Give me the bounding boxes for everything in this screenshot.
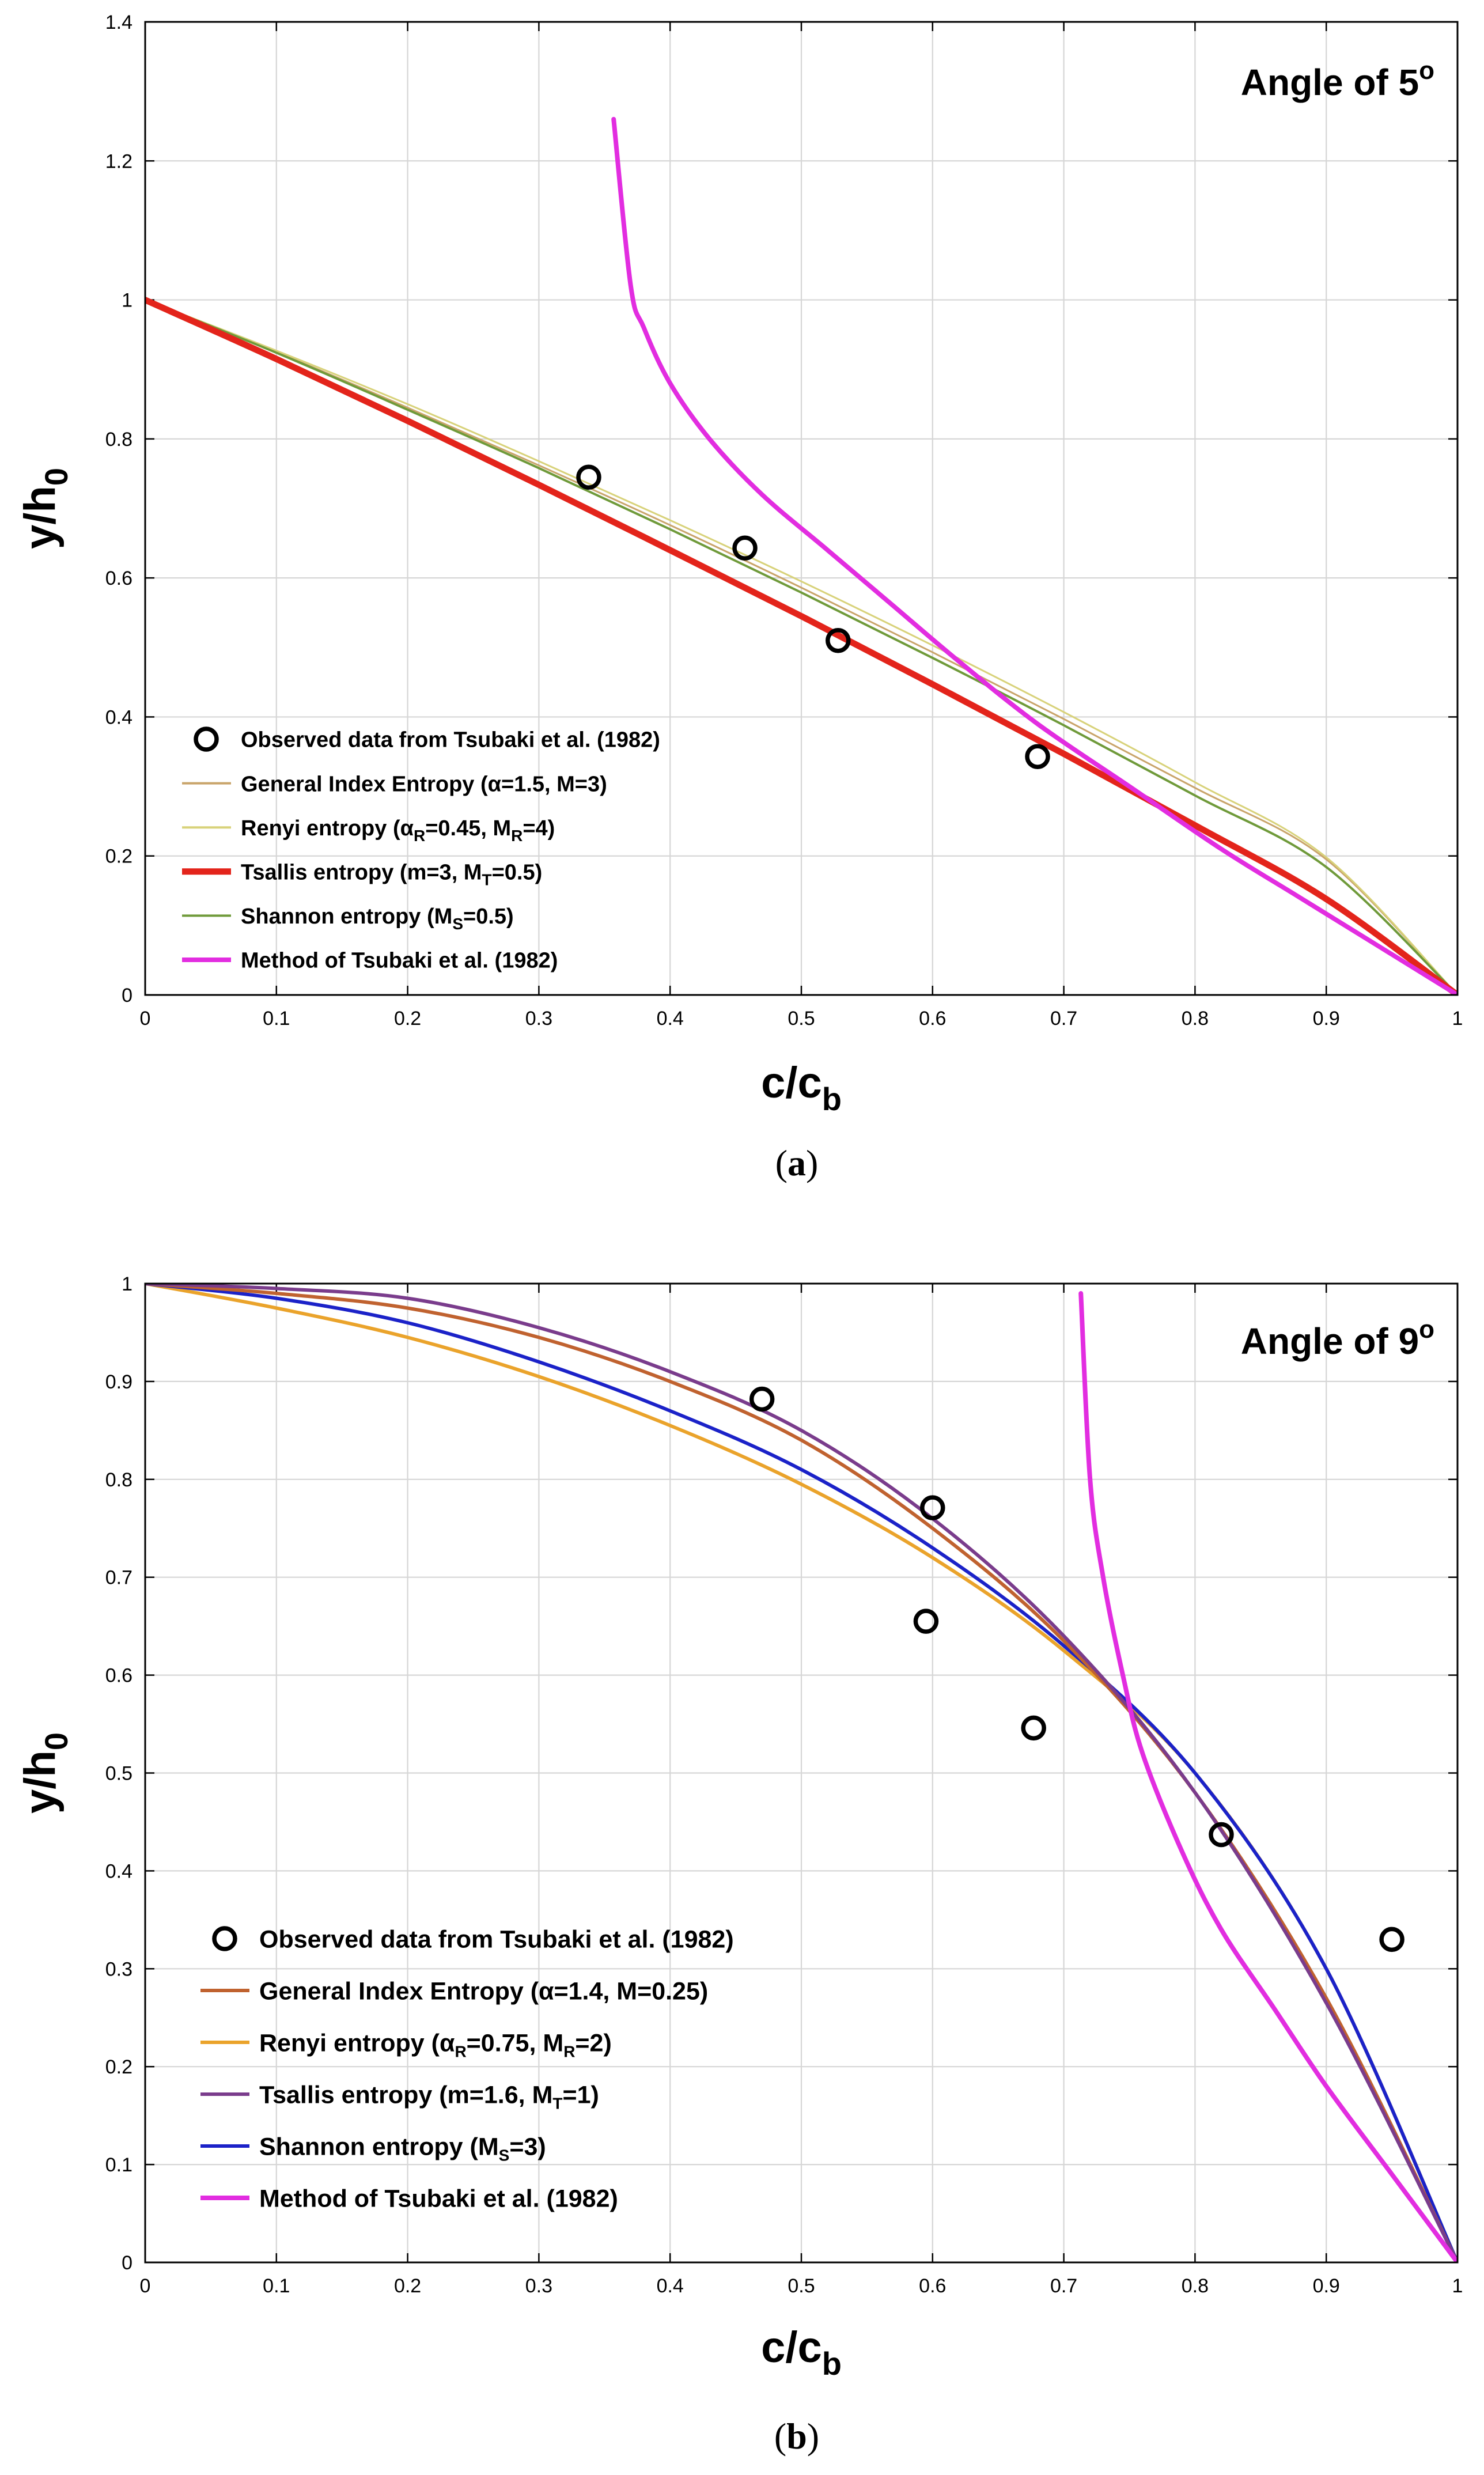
series-line-renyi-entropy	[145, 299, 1458, 995]
legend-entry: Observed data from Tsubaki et al. (1982)	[241, 728, 660, 752]
x-axis-label: c/cb	[761, 1058, 842, 1117]
y-tick-label: 1.2	[105, 150, 132, 172]
y-tick-label: 0.3	[105, 1958, 132, 1980]
series-lines	[145, 1284, 1458, 2262]
y-axis-label: y/h0	[16, 468, 74, 549]
y-axis-label: y/h0	[16, 1732, 74, 1814]
y-tick-label: 0.2	[105, 2056, 132, 2078]
chart-panel-a: 0 0.1 0.2 0.3 0.4 0.5 0.6 0.7 0.8 0.9 1 0 0.2 0.4 0.6 0…	[16, 12, 1463, 1183]
y-tick-label: 0	[122, 2252, 132, 2274]
x-tick-label: 0.5	[788, 2275, 815, 2297]
series-lines	[145, 116, 1458, 995]
y-tick-label: 0.6	[105, 567, 132, 589]
x-tick-label: 1	[1452, 2275, 1463, 2297]
y-tick-label: 0.5	[105, 1763, 132, 1785]
tick-labels: 0 0.1 0.2 0.3 0.4 0.5 0.6 0.7 0.8 0.9 1 0 0.1 0.2 0.3 0…	[105, 1273, 1463, 2297]
x-tick-label: 0.7	[1050, 2275, 1077, 2297]
observed-point	[913, 1609, 939, 1634]
x-tick-label: 0.4	[657, 1008, 684, 1030]
y-tick-label: 0.7	[105, 1567, 132, 1589]
x-tick-label: 1	[1452, 1008, 1463, 1030]
plot-frame	[144, 21, 1459, 996]
x-tick-label: 0.1	[263, 1008, 290, 1030]
x-tick-label: 0	[140, 1008, 151, 1030]
observed-point	[1209, 1822, 1234, 1848]
x-tick-label: 0.3	[525, 2275, 552, 2297]
y-tick-label: 0.4	[105, 706, 132, 728]
chart-panel-b: 0 0.1 0.2 0.3 0.4 0.5 0.6 0.7 0.8 0.9 1 0 0.1 0.2 0.3 0…	[16, 1273, 1463, 2457]
x-tick-label: 0.3	[525, 1008, 552, 1030]
x-tick-label: 0.1	[263, 2275, 290, 2297]
legend-entry: Shannon entropy (MS=0.5)	[241, 905, 514, 933]
tick-labels: 0 0.1 0.2 0.3 0.4 0.5 0.6 0.7 0.8 0.9 1 0 0.2 0.4 0.6 0…	[105, 12, 1463, 1030]
legend-marker	[212, 1926, 237, 1951]
observed-point	[1025, 744, 1050, 769]
observed-point	[749, 1386, 775, 1412]
plot-frame	[144, 1282, 1459, 2264]
y-tick-label: 0.9	[105, 1371, 132, 1393]
x-tick-label: 0.5	[788, 1008, 815, 1030]
x-tick-label: 0.4	[657, 2275, 684, 2297]
y-tick-label: 1.4	[105, 12, 132, 33]
observed-point	[576, 464, 601, 490]
y-tick-label: 1	[122, 1273, 132, 1295]
panel-label: (a)	[775, 1142, 819, 1183]
x-tick-label: 0	[140, 2275, 151, 2297]
legend-entry: Shannon entropy (MS=3)	[259, 2133, 546, 2164]
series-line-tsallis-entropy	[145, 297, 1458, 995]
x-tick-label: 0.2	[394, 2275, 421, 2297]
observed-point	[732, 535, 758, 561]
panel-label: (b)	[774, 2416, 819, 2457]
legend-entry: General Index Entropy (α=1.4, M=0.25)	[259, 1977, 708, 2005]
angle-annotation: Angle of 5o	[1241, 56, 1434, 103]
legend-entry: Method of Tsubaki et al. (1982)	[259, 2185, 618, 2212]
legend-entry: Renyi entropy (αR=0.75, MR=2)	[259, 2029, 612, 2060]
x-tick-label: 0.7	[1050, 1008, 1077, 1030]
x-tick-label: 0.2	[394, 1008, 421, 1030]
observed-points	[749, 1386, 1404, 1952]
series-line-tsallis-entropy	[145, 1284, 1458, 2262]
legend-entry: Method of Tsubaki et al. (1982)	[241, 949, 558, 973]
series-line-method-of-tsubaki-et-al-1982	[611, 116, 1458, 995]
series-line-shannon-entropy	[145, 1284, 1458, 2262]
observed-points	[576, 464, 1050, 769]
x-tick-label: 0.9	[1313, 2275, 1340, 2297]
y-tick-label: 1	[122, 290, 132, 312]
y-tick-label: 0	[122, 985, 132, 1006]
series-line-general-index-entropy	[145, 299, 1458, 995]
x-tick-label: 0.6	[919, 1008, 946, 1030]
y-tick-label: 0.8	[105, 429, 132, 451]
series-line-method-of-tsubaki-et-al-1982	[1078, 1291, 1458, 2262]
series-line-shannon-entropy	[145, 298, 1458, 995]
y-tick-label: 0.6	[105, 1665, 132, 1687]
legend-entry: Renyi entropy (αR=0.45, MR=4)	[241, 816, 555, 845]
x-tick-label: 0.6	[919, 2275, 946, 2297]
gridlines	[144, 21, 1459, 996]
angle-annotation: Angle of 9o	[1241, 1315, 1434, 1362]
x-tick-label: 0.8	[1182, 2275, 1209, 2297]
legend: Observed data from Tsubaki et al. (1982)…	[182, 726, 660, 973]
observed-point	[920, 1495, 945, 1520]
observed-point	[826, 627, 851, 653]
series-line-general-index-entropy	[145, 1284, 1458, 2262]
observed-point	[1379, 1927, 1404, 1952]
legend: Observed data from Tsubaki et al. (1982)…	[200, 1925, 734, 2212]
x-axis-label: c/cb	[761, 2323, 842, 2382]
y-tick-label: 0.4	[105, 1860, 132, 1882]
legend-entry: Tsallis entropy (m=3, MT=0.5)	[241, 860, 542, 888]
legend-entry: General Index Entropy (α=1.5, M=3)	[241, 772, 607, 796]
y-tick-label: 0.2	[105, 846, 132, 868]
observed-point	[1021, 1715, 1046, 1741]
legend-entry: Observed data from Tsubaki et al. (1982)	[259, 1925, 734, 1953]
y-tick-label: 0.8	[105, 1469, 132, 1491]
x-tick-label: 0.9	[1313, 1008, 1340, 1030]
legend-marker	[194, 726, 219, 752]
legend-entry: Tsallis entropy (m=1.6, MT=1)	[259, 2081, 599, 2112]
x-tick-label: 0.8	[1182, 1008, 1209, 1030]
y-tick-label: 0.1	[105, 2154, 132, 2176]
